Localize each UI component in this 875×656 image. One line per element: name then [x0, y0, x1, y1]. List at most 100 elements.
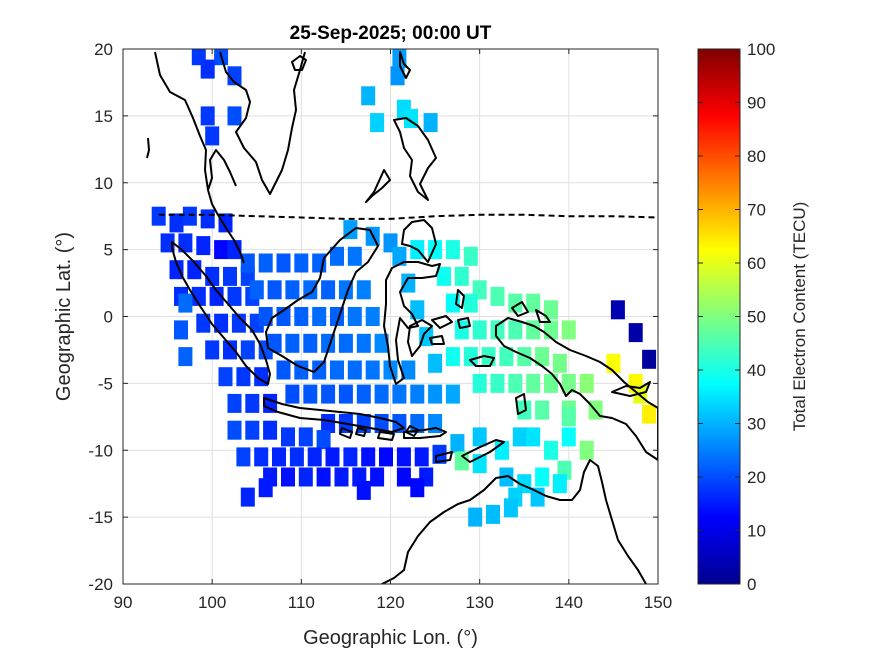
tec-cell [312, 307, 327, 326]
tec-cell [316, 467, 331, 487]
tec-cell [227, 240, 242, 260]
x-tick-label: 130 [465, 593, 493, 612]
tec-cell [321, 384, 336, 404]
y-tick-label: 5 [104, 241, 113, 260]
tec-cell [258, 307, 273, 326]
tec-cell [227, 420, 242, 440]
tec-cell [214, 313, 229, 333]
tec-cell [642, 404, 657, 424]
tec-cell [321, 414, 336, 433]
tec-cell [454, 451, 469, 471]
tec-cell [281, 427, 295, 447]
tec-cell [423, 113, 438, 133]
colorbar-tick-label: 40 [747, 361, 766, 380]
tec-cell [343, 447, 358, 467]
tec-cell [530, 487, 545, 507]
tec-cell [414, 447, 429, 467]
colorbar-tick-label: 70 [747, 201, 766, 220]
tec-cell [365, 307, 380, 326]
colorbar-tick-label: 0 [747, 575, 756, 594]
tec-cell [428, 353, 443, 373]
tec-cell [544, 373, 558, 393]
tec-cell [450, 434, 465, 454]
tec-cell [499, 347, 514, 367]
tec-cell [561, 320, 576, 340]
tec-cell [463, 246, 478, 266]
tec-cell [347, 360, 362, 380]
tec-cell [267, 280, 282, 300]
tec-cell [227, 106, 242, 126]
tec-cell [312, 360, 327, 380]
tec-cell [200, 106, 215, 126]
tec-cell [285, 333, 300, 353]
tec-cell [263, 420, 278, 440]
tec-cell [267, 333, 282, 353]
tec-cell [472, 320, 487, 340]
tec-cell [316, 430, 331, 450]
tec-cell [379, 447, 393, 467]
coastlines [146, 51, 658, 584]
x-axis: 90 100 110 120 130 140 150 [114, 49, 672, 612]
tec-cell [606, 353, 621, 373]
tec-cell [281, 467, 295, 487]
tec-cell [240, 487, 255, 507]
tec-cell [182, 206, 197, 226]
tec-cell [428, 384, 443, 404]
tec-cell [561, 373, 576, 393]
tec-cell [231, 313, 246, 333]
tec-cell [401, 273, 416, 293]
y-tick-label: -5 [98, 374, 113, 393]
tec-cell [272, 447, 286, 467]
y-axis-label: Geographic Lat. (°) [53, 232, 75, 401]
tec-cell [508, 373, 523, 393]
colorbar [697, 48, 741, 585]
tec-cell [526, 293, 541, 313]
tec-cell [361, 86, 376, 106]
tec-cell [312, 253, 327, 273]
tec-cell [468, 507, 483, 527]
colorbar-label: Total Electron Content (TECU) [790, 202, 809, 432]
tec-cell [374, 384, 389, 404]
tec-cell [276, 360, 291, 380]
tec-cell [227, 286, 242, 306]
tec-cell [214, 240, 229, 260]
colorbar-tick-label: 100 [747, 40, 775, 59]
tec-cell [227, 393, 242, 413]
tec-cell [240, 253, 255, 273]
tec-cell [370, 467, 385, 487]
y-tick-label: 0 [104, 308, 113, 327]
geomagnetic-equator-line [158, 213, 658, 220]
tec-cell [396, 447, 411, 467]
tec-cell [544, 300, 558, 320]
colorbar-tick-label: 30 [747, 415, 766, 434]
tec-cell [178, 293, 193, 313]
x-tick-label: 150 [644, 593, 672, 612]
tec-cell [236, 447, 251, 467]
tec-cell [401, 360, 416, 380]
tec-cell [437, 266, 451, 286]
tec-cell [285, 384, 300, 404]
tec-cell [227, 66, 242, 86]
tec-cell [535, 467, 550, 487]
tec-cell [552, 353, 567, 373]
tec-cell [419, 327, 434, 347]
tec-cell [642, 349, 657, 369]
y-tick-label: 20 [94, 40, 113, 59]
tec-cell [223, 266, 237, 286]
tec-cell [410, 384, 425, 404]
tec-cell [454, 320, 469, 340]
colorbar-ticks: 0 10 20 30 40 50 60 70 80 90 100 [698, 40, 775, 594]
tec-cell [334, 467, 349, 487]
tec-cell [330, 246, 344, 266]
tec-cell [169, 213, 184, 233]
colorbar-tick-label: 60 [747, 254, 766, 273]
x-tick-label: 110 [288, 593, 315, 612]
tec-cell [276, 253, 291, 273]
tec-cell [628, 323, 643, 343]
tec-cell [526, 373, 541, 393]
y-tick-label: 15 [94, 107, 113, 126]
tec-cell [396, 467, 411, 487]
tec-cell [508, 320, 523, 340]
y-tick-label: -20 [88, 575, 113, 594]
tec-cell [512, 427, 527, 447]
